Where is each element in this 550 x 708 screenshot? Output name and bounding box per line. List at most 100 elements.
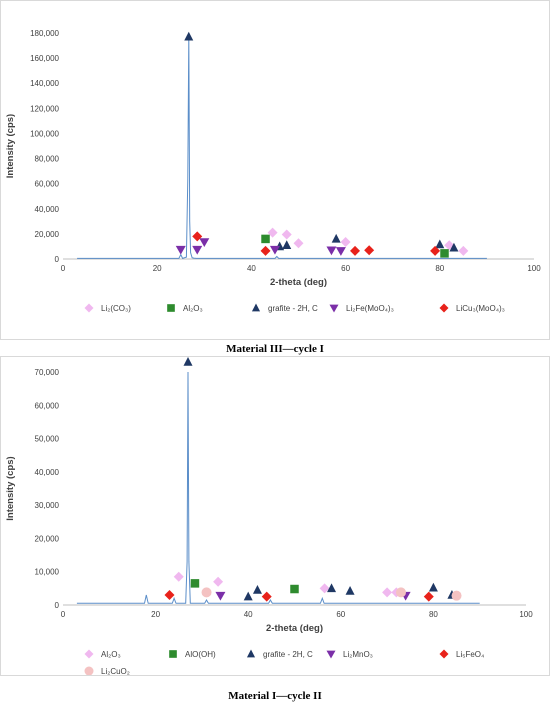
series-5-point <box>395 587 406 598</box>
y-axis-title: Intensity (cps) <box>5 456 16 520</box>
series-0-point <box>293 238 304 249</box>
legend-label: Li₂(CO₃) <box>101 304 131 313</box>
legend-marker <box>439 649 449 659</box>
series-1-point <box>290 584 299 594</box>
legend-label: Li₂MnO₃ <box>343 650 373 659</box>
y-tick-label: 140,000 <box>30 79 59 88</box>
series-5-point <box>201 587 212 598</box>
legend-label: Li₂Fe(MoO₄)₃ <box>346 304 394 313</box>
legend-label: Li₅FeO₄ <box>456 650 484 659</box>
series-0-point <box>173 571 184 582</box>
y-tick-label: 40,000 <box>35 205 60 214</box>
legend-marker <box>246 649 256 658</box>
chart-1-svg: 0 20,000 40,000 60,000 80,000 100,000 120,000 1… <box>5 29 541 313</box>
series-3-point <box>215 591 226 601</box>
y-tick-label: 10,000 <box>35 568 60 577</box>
series-2-point <box>345 586 355 595</box>
x-tick-label: 20 <box>151 610 160 619</box>
x-axis-title: 2-theta (deg) <box>266 623 323 634</box>
series-2-point <box>243 591 253 601</box>
series-3-point <box>326 246 337 256</box>
y-tick-label: 50,000 <box>35 435 60 444</box>
x-tick-label: 80 <box>429 610 438 619</box>
y-axis-title: Intensity (cps) <box>5 114 16 178</box>
series-3-point <box>192 245 203 255</box>
series-4-point <box>350 245 361 256</box>
series-3-point <box>175 245 186 255</box>
legend-marker <box>84 666 94 676</box>
legend-marker <box>326 650 336 659</box>
series-0-point <box>319 583 330 594</box>
y-tick-label: 0 <box>55 255 60 264</box>
chart-material-i-cycle-ii: 0 10,000 20,000 30,000 40,000 50,000 60,000 70,… <box>0 356 550 676</box>
legend-marker <box>439 303 449 313</box>
legend-marker <box>167 304 175 312</box>
y-tick-label: 80,000 <box>35 155 60 164</box>
y-tick-label: 70,000 <box>35 368 60 377</box>
caption-2: Material I—cycle II <box>228 690 322 702</box>
series-2-point <box>435 239 445 249</box>
x-tick-label: 100 <box>519 610 533 619</box>
legend-marker <box>84 649 94 659</box>
x-tick-label: 0 <box>61 610 66 619</box>
series-4-point <box>423 591 434 602</box>
series-2-point <box>282 240 292 249</box>
legend-marker <box>84 303 94 313</box>
series-2-point <box>327 583 337 593</box>
legend-label: grafite - 2H, C <box>263 650 313 659</box>
x-axis-title: 2-theta (deg) <box>270 277 327 288</box>
series-0-point <box>382 587 393 598</box>
series-4-point <box>260 245 271 256</box>
legend-label: LiCu₃(MoO₄)₃ <box>456 304 505 313</box>
series-0-point <box>213 576 224 587</box>
y-tick-label: 60,000 <box>35 180 60 189</box>
x-tick-label: 60 <box>341 264 350 273</box>
x-tick-label: 60 <box>336 610 345 619</box>
series-0-point <box>340 237 351 248</box>
y-tick-label: 40,000 <box>35 468 60 477</box>
series-5-point <box>451 590 462 601</box>
legend-label: AlO(OH) <box>185 650 216 659</box>
y-tick-label: 20,000 <box>35 534 60 543</box>
series-2-point <box>183 357 193 366</box>
legend-marker <box>329 304 339 313</box>
series-3-point <box>335 247 346 256</box>
y-tick-label: 180,000 <box>30 29 59 38</box>
y-tick-label: 30,000 <box>35 501 60 510</box>
series-3-point <box>199 238 210 248</box>
x-tick-label: 100 <box>527 264 541 273</box>
legend-label: Al₂O₃ <box>101 650 121 659</box>
series-0-point <box>281 229 292 240</box>
x-tick-label: 40 <box>247 264 256 273</box>
y-tick-label: 100,000 <box>30 129 59 138</box>
series-2-point <box>252 585 262 594</box>
series-4-point <box>364 245 375 256</box>
diffraction-pattern-line <box>77 35 487 260</box>
series-2-point <box>428 582 438 592</box>
series-1-point <box>440 249 449 258</box>
series-2-point <box>449 242 459 252</box>
x-tick-label: 80 <box>435 264 444 273</box>
y-tick-label: 120,000 <box>30 104 59 113</box>
chart-2-svg: 0 10,000 20,000 30,000 40,000 50,000 60,000 70,… <box>5 357 533 676</box>
series-4-point <box>430 245 441 256</box>
legend-label: Li₂CuO₂ <box>101 667 130 675</box>
series-2-point <box>184 31 194 41</box>
series-0-point <box>267 227 278 238</box>
chart-material-iii-cycle-i: 0 20,000 40,000 60,000 80,000 100,000 120,000 1… <box>0 0 550 340</box>
series-1-point <box>190 579 200 588</box>
diffraction-pattern-line <box>76 371 480 604</box>
legend-marker <box>251 303 261 312</box>
legend-label: Al₂O₃ <box>183 304 203 313</box>
y-tick-label: 60,000 <box>35 401 60 410</box>
legend-label: grafite - 2H, C <box>268 304 318 313</box>
y-tick-label: 20,000 <box>35 230 60 239</box>
y-tick-label: 0 <box>55 601 60 610</box>
series-1-point <box>261 234 270 244</box>
series-0-point <box>458 245 469 256</box>
series-4-point <box>164 590 175 601</box>
x-tick-label: 40 <box>244 610 253 619</box>
series-3-point <box>269 245 280 255</box>
x-tick-label: 0 <box>61 264 66 273</box>
series-4-point <box>192 231 203 242</box>
